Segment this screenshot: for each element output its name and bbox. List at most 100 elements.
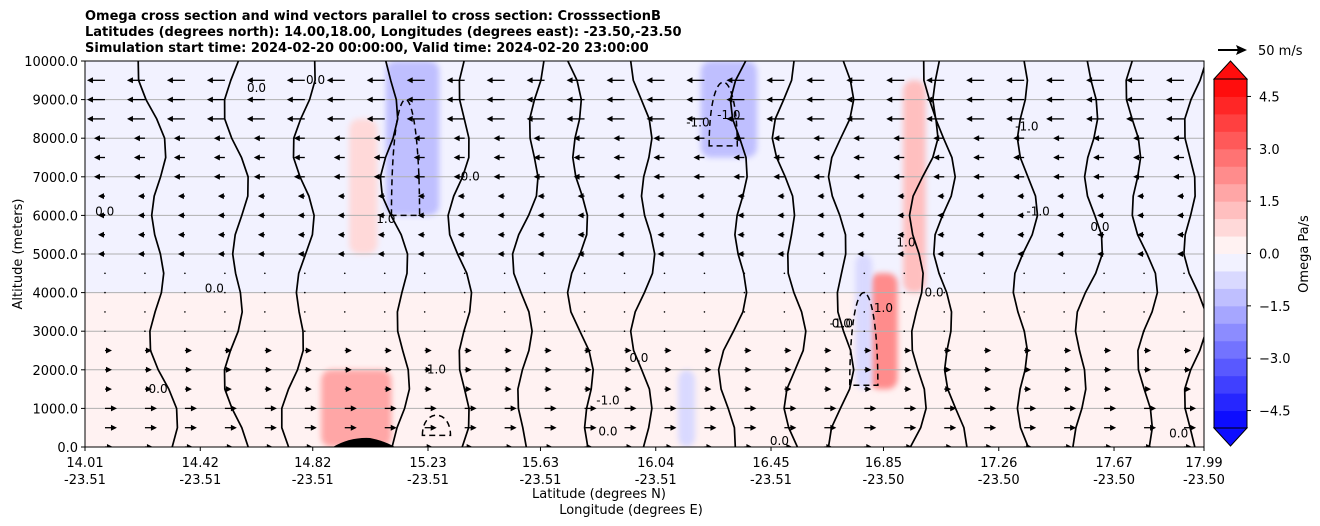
wind-vector-head	[617, 193, 624, 200]
wind-vector-head	[606, 77, 613, 84]
wind-vector-head	[1046, 96, 1053, 103]
wind-vector	[903, 330, 906, 333]
contour-label: 0.0	[95, 204, 114, 218]
wind-vector-head	[910, 405, 917, 412]
wind-vector-head	[985, 347, 992, 354]
wind-vector-head	[1030, 405, 1037, 412]
zero-contour-line	[908, 61, 939, 447]
wind-vector-head	[566, 115, 573, 122]
colorbar-segment	[1214, 253, 1247, 272]
wind-vector-head	[457, 231, 464, 238]
wind-vector-head	[1126, 96, 1133, 103]
wind-vector-head	[977, 251, 984, 257]
wind-vector-head	[606, 115, 613, 122]
wind-vector-head	[766, 115, 773, 122]
y-tick-label: 4000.0	[33, 287, 79, 302]
wind-vector-head	[413, 154, 420, 161]
wind-vector-head	[853, 173, 860, 180]
wind-vector	[1103, 291, 1105, 294]
wind-vector-head	[933, 135, 940, 142]
wind-vector-head	[1133, 173, 1140, 180]
wind-vector	[943, 272, 946, 275]
wind-vector-head	[686, 115, 693, 122]
wind-vector	[264, 291, 266, 294]
wind-vector-head	[986, 444, 993, 447]
wind-vector	[543, 311, 546, 313]
wind-vector-head	[897, 251, 904, 257]
wind-vector-head	[213, 154, 220, 161]
wind-vector-head	[865, 347, 872, 354]
wind-vector-head	[613, 173, 620, 180]
chart-title-line-1: Omega cross section and wind vectors par…	[85, 9, 661, 24]
wind-vector-head	[1057, 251, 1064, 257]
wind-vector-head	[857, 231, 864, 238]
x-tick-label-longitude: -23.51	[635, 473, 677, 488]
wind-vector-head	[777, 231, 784, 238]
colorbar: 4.5 3.0 1.5 0.0 −1.5 −3.0 −4.5	[1212, 60, 1291, 447]
wind-vector-head	[666, 444, 673, 447]
wind-vector-head	[390, 424, 397, 431]
wind-vector-head	[830, 405, 837, 412]
wind-vector-head	[813, 173, 820, 180]
wind-vector	[783, 330, 786, 333]
wind-vector-head	[133, 154, 140, 161]
wind-vector-head	[86, 115, 93, 122]
wind-vector-head	[973, 173, 980, 180]
x-tick-label-latitude: 16.45	[752, 456, 789, 471]
wind-vector	[863, 291, 866, 294]
wind-vector-head	[286, 96, 293, 103]
wind-vector-head	[305, 347, 312, 354]
wind-vector-head	[1126, 115, 1133, 122]
wind-vector-head	[785, 366, 792, 373]
wind-vector-head	[846, 77, 853, 84]
wind-vector-head	[145, 347, 152, 354]
wind-vector-head	[293, 173, 300, 180]
wind-vector-head	[945, 386, 952, 393]
wind-vector-head	[93, 135, 100, 142]
wind-vector	[1183, 272, 1185, 275]
wind-vector-head	[813, 154, 820, 161]
colorbar-segment	[1214, 218, 1247, 237]
wind-vector	[823, 272, 826, 275]
wind-vector-head	[1166, 96, 1173, 103]
wind-vector	[743, 311, 746, 313]
wind-vector	[184, 330, 186, 333]
wind-vector-head	[246, 96, 253, 103]
wind-vector-head	[973, 154, 980, 161]
wind-vector-head	[653, 173, 660, 180]
wind-vector-head	[665, 347, 672, 354]
wind-vector-head	[1093, 173, 1100, 180]
wind-vector-head	[146, 444, 153, 447]
wind-vector-head	[377, 212, 384, 219]
wind-vector-head	[646, 115, 653, 122]
wind-vector-head	[1026, 444, 1033, 447]
wind-vector-head	[366, 77, 373, 84]
wind-vector	[104, 291, 106, 294]
x-tick-label-longitude: -23.50	[978, 473, 1020, 488]
wind-vector	[623, 272, 626, 275]
wind-vector-head	[1065, 386, 1072, 393]
wind-vector-head	[257, 231, 264, 238]
wind-vector-head	[657, 231, 664, 238]
contour-label: 0.0	[1169, 426, 1188, 440]
x-tick-label-latitude: 16.85	[865, 456, 902, 471]
wind-vector-head	[337, 231, 344, 238]
wind-vector-head	[377, 193, 384, 200]
wind-vector-head	[293, 135, 300, 142]
wind-vector-head	[106, 444, 113, 447]
wind-vector-head	[1185, 366, 1192, 373]
wind-vector-head	[137, 212, 144, 219]
wind-vector-head	[966, 96, 973, 103]
wind-vector-head	[430, 424, 437, 431]
wind-vector-head	[705, 366, 712, 373]
wind-vector	[1103, 272, 1105, 275]
wind-vector-head	[750, 424, 757, 431]
wind-vector-head	[545, 347, 552, 354]
wind-vector-head	[265, 386, 272, 393]
wind-vector	[423, 291, 426, 294]
wind-vector-head	[1145, 386, 1152, 393]
wind-vector-head	[937, 251, 944, 257]
colorbar-segment	[1214, 201, 1247, 220]
wind-vector-head	[1146, 444, 1153, 447]
